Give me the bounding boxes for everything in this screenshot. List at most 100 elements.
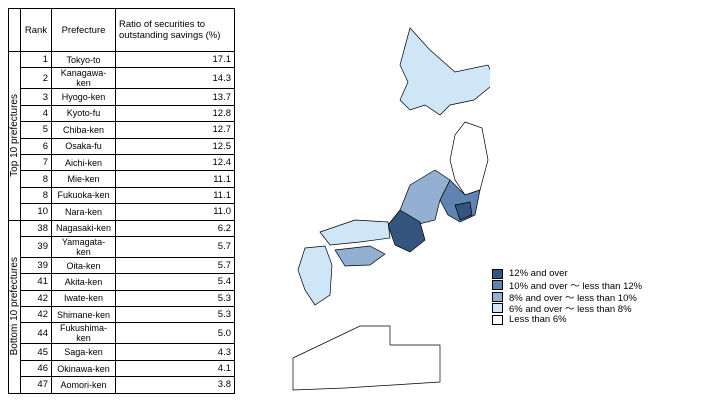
- table-row: 5 Chiba-ken 12.7: [9, 121, 235, 139]
- legend-swatch: [492, 268, 503, 279]
- table-row: 3 Hyogo-ken 13.7: [9, 88, 235, 106]
- legend-swatch: [492, 303, 503, 314]
- table-cell: Yamagata-ken: [51, 235, 116, 258]
- legend-item: Less than 6%: [492, 314, 642, 326]
- table-row: Top 10 prefectures 1 Tokyo-to 17.1: [8, 50, 235, 221]
- table-cell: 1: [20, 50, 52, 69]
- table-row: 42 Iwate-ken 5.3: [9, 289, 235, 308]
- tohoku: [449, 121, 489, 196]
- table-cell: Iwate-ken: [51, 289, 116, 308]
- legend: 12% and over 10% and over ～ less than 12%…: [492, 268, 642, 326]
- table-cell: Akita-ken: [51, 273, 116, 291]
- table-cell: 4: [20, 104, 52, 123]
- table-cell: 45: [20, 343, 52, 361]
- table-cell: 5.7: [115, 256, 235, 275]
- table-cell: 12.7: [115, 121, 235, 139]
- table-cell: 46: [20, 359, 52, 378]
- table-cell: 17.1: [115, 50, 235, 69]
- table-cell: Shimane-ken: [51, 306, 116, 324]
- table-cell: 3: [20, 88, 52, 106]
- table-cell: 6: [20, 137, 52, 155]
- table-cell: 42: [20, 289, 52, 308]
- table-cell: 8: [20, 170, 52, 188]
- table-cell: Tokyo-to: [51, 50, 116, 69]
- table-cell: 5.3: [115, 306, 235, 324]
- table-cell: 4.1: [115, 359, 235, 378]
- table-cell: 8: [20, 186, 52, 205]
- table-row: 10 Nara-ken 11.0: [9, 203, 235, 221]
- table-row: 46 Okinawa-ken 4.1: [9, 359, 235, 378]
- header-cell: Rank: [20, 8, 52, 52]
- table-cell: 39: [20, 235, 52, 258]
- header-cell: Ratio of securities to outstanding savin…: [115, 8, 235, 52]
- table-cell: 12.5: [115, 137, 235, 155]
- table-cell: Hyogo-ken: [51, 88, 116, 106]
- table-cell: 6.2: [115, 219, 235, 237]
- tokyo: [454, 201, 473, 221]
- legend-item: 10% and over ～ less than 12%: [492, 280, 642, 292]
- group-label: Bottom 10 prefectures: [9, 257, 20, 356]
- japan-map: [292, 27, 490, 391]
- table-cell: Nagasaki-ken: [51, 219, 116, 237]
- table-cell: Osaka-fu: [51, 137, 116, 155]
- hokkaido: [399, 27, 490, 116]
- table-cell: Aomori-ken: [51, 376, 116, 394]
- table-cell: Okinawa-ken: [51, 359, 116, 378]
- table-cell: Chiba-ken: [51, 121, 116, 139]
- chugoku: [319, 219, 391, 246]
- table-cell: Kyoto-fu: [51, 104, 116, 123]
- table-cell: Oita-ken: [51, 256, 116, 275]
- table-cell: Kanagawa-ken: [51, 67, 116, 90]
- table-row: Bottom 10 prefectures 38 Nagasaki-ken 6.2: [8, 219, 235, 394]
- table-cell: 3.8: [115, 376, 235, 394]
- corner-cell: [8, 8, 21, 52]
- table-cell: 4.3: [115, 343, 235, 361]
- table-cell: Aichi-ken: [51, 153, 116, 172]
- table-cell: 39: [20, 256, 52, 275]
- table-row: 41 Akita-ken 5.4: [9, 273, 235, 291]
- group-label: Top 10 prefectures: [9, 94, 20, 178]
- table-cell: 14.3: [115, 67, 235, 90]
- legend-swatch: [492, 280, 503, 291]
- table-cell: Fukuoka-ken: [51, 186, 116, 205]
- table-cell: 12.8: [115, 104, 235, 123]
- table-cell: 10: [20, 203, 52, 221]
- legend-item: 12% and over: [492, 268, 642, 280]
- table-cell: 5: [20, 121, 52, 139]
- table-row: 4 Kyoto-fu 12.8: [9, 104, 235, 123]
- table-row: 44 Fukushima-ken 5.0: [9, 322, 235, 345]
- okinawa-inset: [292, 325, 441, 391]
- legend-swatch: [492, 314, 503, 325]
- table-cell: 7: [20, 153, 52, 172]
- table-cell: 5.3: [115, 289, 235, 308]
- table-cell: 11.0: [115, 203, 235, 221]
- table-cell: 5.4: [115, 273, 235, 291]
- table-row: 8 Fukuoka-ken 11.1: [9, 186, 235, 205]
- table-cell: 42: [20, 306, 52, 324]
- legend-item: 6% and over ～ less than 8%: [492, 303, 642, 315]
- legend-item: 8% and over ～ less than 10%: [492, 291, 642, 304]
- header-cell: Prefecture: [51, 8, 116, 52]
- table-cell: Mie-ken: [51, 170, 116, 188]
- table-cell: 5.0: [115, 322, 235, 345]
- table-row: 7 Aichi-ken 12.4: [9, 153, 235, 172]
- table-cell: 44: [20, 322, 52, 345]
- table-row: 45 Saga-ken 4.3: [9, 343, 235, 361]
- table-cell: 5.7: [115, 235, 235, 258]
- table-cell: 11.1: [115, 186, 235, 205]
- ranking-table: Rank Prefecture Ratio of securities to out…: [8, 8, 235, 394]
- table-row: 6 Osaka-fu 12.5: [9, 137, 235, 155]
- legend-label: Less than 6%: [509, 314, 567, 326]
- table-row: 39 Yamagata-ken 5.7: [9, 235, 235, 258]
- table-cell: 11.1: [115, 170, 235, 188]
- table-cell: Fukushima-ken: [51, 322, 116, 345]
- legend-swatch: [492, 291, 503, 302]
- header-row: Rank Prefecture Ratio of securities to out…: [8, 8, 235, 52]
- table-cell: 47: [20, 376, 52, 394]
- table-row: 39 Oita-ken 5.7: [9, 256, 235, 275]
- table-row: 8 Mie-ken 11.1: [9, 170, 235, 188]
- legend-label: 12% and over: [509, 268, 568, 280]
- table-cell: 13.7: [115, 88, 235, 106]
- shikoku: [334, 245, 386, 267]
